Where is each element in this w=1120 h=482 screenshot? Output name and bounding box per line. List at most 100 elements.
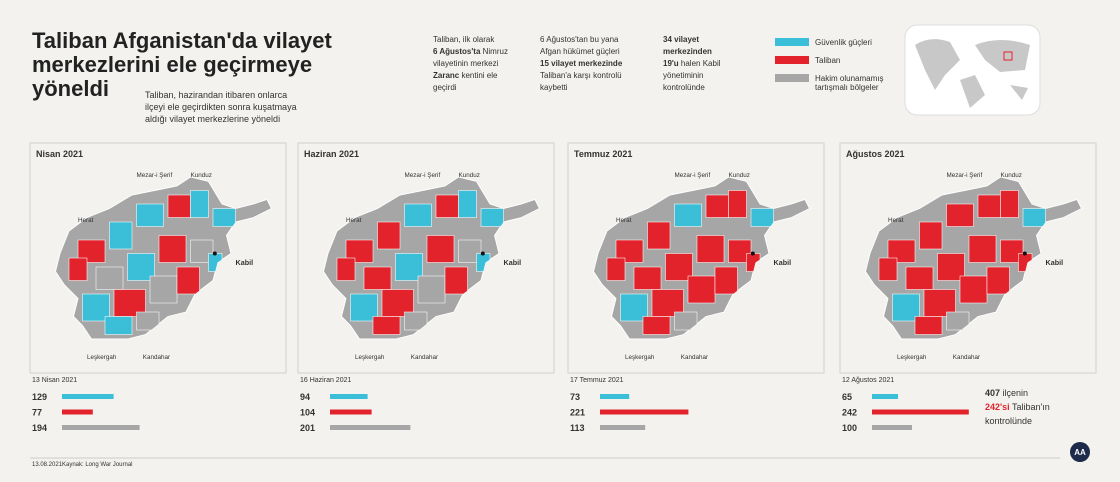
subtitle-line: aldığı vilayet merkezlerine yöneldi (145, 114, 280, 124)
kabil-marker (212, 251, 217, 256)
district (728, 239, 752, 263)
district (878, 257, 898, 281)
district (480, 208, 504, 227)
district (212, 208, 236, 227)
panel-title: Ağustos 2021 (846, 149, 905, 159)
note-part: Taliban, ilk olarak (433, 35, 495, 44)
note-line: Taliban'a karşı kontrolü (540, 71, 622, 80)
bar (62, 409, 93, 415)
map-label: Leşkergah (897, 354, 927, 361)
district (914, 316, 943, 335)
panel-title: Haziran 2021 (304, 149, 359, 159)
note-line: 34 vilayet (663, 35, 699, 44)
note-line: merkezinden (663, 47, 712, 56)
note-part: geçirdi (433, 83, 457, 92)
world-map (915, 39, 1030, 108)
legend-label: Güvenlik güçleri (815, 38, 872, 47)
bar (330, 409, 372, 415)
district (606, 257, 626, 281)
logo-text: AA (1074, 448, 1086, 457)
legend-label: Hakim olunamamış (815, 74, 883, 83)
value-label: 201 (300, 423, 315, 433)
value-label: 104 (300, 408, 315, 418)
legend-label: Taliban (815, 56, 840, 65)
district (750, 208, 774, 227)
map-label: Herat (346, 217, 362, 224)
panel-date: 13 Nisan 2021 (32, 377, 77, 384)
bar (330, 425, 411, 430)
note-part: 242'si (985, 402, 1010, 412)
district (919, 221, 943, 250)
district (905, 266, 934, 290)
map-label: Leşkergah (87, 354, 117, 361)
district (404, 203, 432, 227)
district (1000, 239, 1024, 263)
map: Herat Mezar-i Şerif Kunduz Kabil Leşkergah Ka… (865, 172, 1083, 361)
districts (336, 190, 504, 335)
panel-date: 17 Temmuz 2021 (570, 377, 624, 384)
district (458, 239, 482, 263)
note-line: 15 vilayet merkezinde (540, 59, 623, 68)
district (404, 311, 428, 331)
note-part: kentini ele (459, 71, 498, 80)
note-line: kaybetti (540, 83, 568, 92)
note-part: halen Kabil (679, 59, 721, 68)
district (977, 194, 1001, 218)
map-label: Kabil (1046, 258, 1064, 267)
value-label: 221 (570, 408, 585, 418)
note-part: ilçenin (1000, 388, 1028, 398)
note-line: Taliban, ilk olarak (433, 35, 495, 44)
subtitle-line: ilçeyi ele geçirdikten sonra kuşatmaya (145, 102, 297, 112)
note-part: kontrolünde (663, 83, 705, 92)
note-line: 19'u halen Kabil (663, 59, 721, 68)
footer-source: Kaynak: Long War Journal (62, 462, 132, 468)
map-label: Kunduz (190, 172, 211, 179)
map-label: Mezar-i Şerif (137, 172, 173, 179)
note-line: Zaranc kentini ele (433, 71, 498, 80)
bar (62, 394, 114, 399)
district (190, 190, 209, 218)
map-label: Mezar-i Şerif (675, 172, 711, 179)
footer-date: 13.08.2021 (32, 462, 63, 468)
bar (600, 425, 646, 430)
value-label: 65 (842, 392, 852, 402)
note-part: 15 vilayet merkezinde (540, 59, 623, 68)
value-label: 113 (570, 423, 585, 433)
district (696, 235, 725, 263)
district (968, 235, 997, 263)
title-line: yöneldi (32, 76, 109, 101)
panel-date: 16 Haziran 2021 (300, 377, 351, 384)
district (149, 275, 178, 304)
district (674, 203, 702, 227)
note-part: Afgan hükümet güçleri (540, 47, 620, 56)
district (633, 266, 662, 290)
map-label: Herat (616, 217, 632, 224)
district (136, 203, 164, 227)
district (714, 266, 738, 295)
map: Herat Mezar-i Şerif Kunduz Kabil Leşkergah Ka… (323, 172, 541, 361)
legend-swatch (775, 38, 809, 46)
kabil-marker (1022, 251, 1027, 256)
district (1000, 190, 1019, 218)
note-part: merkezinden (663, 47, 712, 56)
district (959, 275, 988, 304)
district (95, 266, 124, 290)
district (615, 239, 644, 263)
map-label: Kandahar (143, 354, 170, 361)
note-part: 6 Ağustos'ta (433, 47, 481, 56)
value-label: 77 (32, 408, 42, 418)
panel-frame (567, 142, 825, 374)
map-label: Leşkergah (355, 354, 385, 361)
district (1022, 208, 1046, 227)
panel-frame (29, 142, 287, 374)
district (336, 257, 356, 281)
map-label: Kunduz (729, 172, 750, 179)
district (377, 221, 401, 250)
note-line: Afgan hükümet güçleri (540, 47, 620, 56)
district (363, 266, 392, 290)
map: Herat Mezar-i Şerif Kunduz Kabil Leşkergah Ka… (55, 172, 273, 361)
districts (606, 190, 774, 335)
value-label: 194 (32, 423, 47, 433)
district (728, 190, 747, 218)
